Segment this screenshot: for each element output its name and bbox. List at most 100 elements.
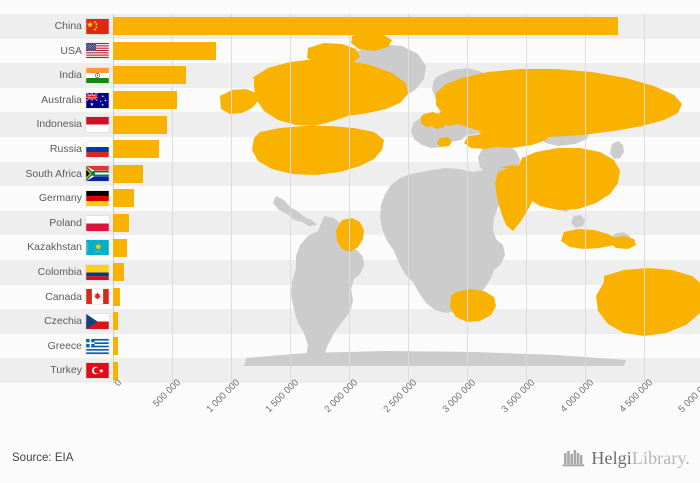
flag-indonesia-icon xyxy=(86,117,109,133)
bar-row[interactable]: Czechia xyxy=(0,309,700,334)
bar[interactable] xyxy=(113,91,177,110)
bar-row[interactable]: Poland xyxy=(0,211,700,236)
gridline xyxy=(349,14,350,383)
bar-row[interactable]: Greece xyxy=(0,334,700,359)
bar-track xyxy=(113,260,700,285)
bar[interactable] xyxy=(113,17,619,36)
flag-kazakhstan-icon xyxy=(86,240,109,256)
category-label: USA xyxy=(60,44,82,57)
x-tick-label: 4 000 000 xyxy=(558,377,597,415)
bar-row[interactable]: Germany xyxy=(0,186,700,211)
bar-row[interactable]: USA xyxy=(0,39,700,64)
bar-track xyxy=(113,186,700,211)
gridline xyxy=(585,14,586,383)
flag-china-icon xyxy=(86,18,109,34)
x-tick-label: 5 000 000 xyxy=(676,377,700,415)
source-label: Source: EIA xyxy=(12,452,74,464)
bar[interactable] xyxy=(113,115,167,134)
category-label: India xyxy=(59,69,82,82)
category-label: Germany xyxy=(38,192,82,205)
x-tick-label: 1 000 000 xyxy=(204,377,243,415)
bar[interactable] xyxy=(113,263,124,282)
flag-germany-icon xyxy=(86,190,109,206)
x-tick-label: 4 500 000 xyxy=(617,377,656,415)
bar-row[interactable]: India xyxy=(0,63,700,88)
bar-track xyxy=(113,334,700,359)
category-label: Turkey xyxy=(50,364,82,377)
bar-row[interactable]: Colombia xyxy=(0,260,700,285)
bar[interactable] xyxy=(113,312,119,331)
bar-track xyxy=(113,162,700,187)
flag-colombia-icon xyxy=(86,264,109,280)
library-book-icon xyxy=(562,448,586,468)
logo-helgi: Helgi xyxy=(591,448,632,468)
flag-turkey-icon xyxy=(86,363,109,379)
bar-track xyxy=(113,137,700,162)
bar[interactable] xyxy=(113,238,127,257)
bar-track xyxy=(113,211,700,236)
category-label: China xyxy=(54,20,82,33)
x-tick-label: 0 xyxy=(112,377,125,389)
bar-track xyxy=(113,14,700,39)
bar[interactable] xyxy=(113,41,217,60)
x-tick-label: 500 000 xyxy=(151,377,184,410)
flag-india-icon xyxy=(86,67,109,83)
helgi-library-logo[interactable]: HelgiLibrary. xyxy=(562,448,690,468)
logo-library: Library. xyxy=(631,448,690,468)
gridline xyxy=(526,14,527,383)
bar-row[interactable]: Canada xyxy=(0,285,700,310)
bar[interactable] xyxy=(113,361,118,380)
bar[interactable] xyxy=(113,66,187,85)
flag-poland-icon xyxy=(86,215,109,231)
bar[interactable] xyxy=(113,287,121,306)
x-tick-label: 3 500 000 xyxy=(499,377,538,415)
flag-usa-icon xyxy=(86,43,109,59)
chart-footer: Source: EIA HelgiLibrary. xyxy=(0,436,700,483)
bar-row[interactable]: China xyxy=(0,14,700,39)
category-label: Czechia xyxy=(44,315,82,328)
gridline xyxy=(290,14,291,383)
bar-row[interactable]: Turkey xyxy=(0,358,700,383)
category-label: Indonesia xyxy=(36,118,82,131)
bar-track xyxy=(113,112,700,137)
x-axis: 0 500 000 1 000 000 1 500 000 2 000 000 2 500… xyxy=(0,377,700,436)
gridline xyxy=(467,14,468,383)
flag-czechia-icon xyxy=(86,313,109,329)
plot-area: China USA India Australia Indonesia Russia Sou… xyxy=(0,6,700,383)
flag-russia-icon xyxy=(86,141,109,157)
gridline xyxy=(231,14,232,383)
bar-track xyxy=(113,285,700,310)
bar[interactable] xyxy=(113,337,118,356)
flag-south-africa-icon xyxy=(86,166,109,182)
bar-track xyxy=(113,309,700,334)
bar-row[interactable]: Kazakhstan xyxy=(0,235,700,260)
category-label: South Africa xyxy=(25,167,82,180)
flag-canada-icon xyxy=(86,289,109,305)
bar-row[interactable]: Indonesia xyxy=(0,112,700,137)
category-label: Poland xyxy=(49,216,82,229)
flag-greece-icon xyxy=(86,338,109,354)
flag-australia-icon xyxy=(86,92,109,108)
bar[interactable] xyxy=(113,189,135,208)
category-label: Australia xyxy=(41,93,82,106)
bar-row[interactable]: South Africa xyxy=(0,162,700,187)
x-tick-label: 3 000 000 xyxy=(440,377,479,415)
bar-row[interactable]: Russia xyxy=(0,137,700,162)
bar-row[interactable]: Australia xyxy=(0,88,700,113)
bar[interactable] xyxy=(113,214,129,233)
x-tick-label: 2 000 000 xyxy=(322,377,361,415)
gridline xyxy=(172,14,173,383)
bar-track xyxy=(113,358,700,383)
bar-track xyxy=(113,88,700,113)
bar[interactable] xyxy=(113,164,143,183)
category-label: Russia xyxy=(49,143,82,156)
bar-track xyxy=(113,39,700,64)
bar-track xyxy=(113,235,700,260)
category-label: Greece xyxy=(47,339,82,352)
gridline xyxy=(644,14,645,383)
bar-rows: China USA India Australia Indonesia Russia Sou… xyxy=(0,6,700,380)
bar-track xyxy=(113,63,700,88)
x-tick-label: 1 500 000 xyxy=(263,377,302,415)
logo-wordmark: HelgiLibrary. xyxy=(591,449,690,467)
bar[interactable] xyxy=(113,140,160,159)
